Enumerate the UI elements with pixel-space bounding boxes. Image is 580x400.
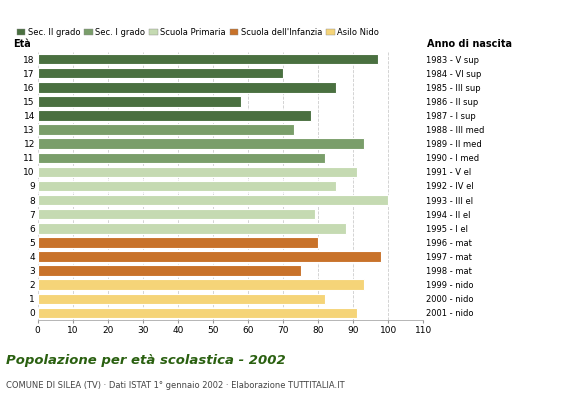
Bar (38, 294, 325, 304)
Legend: Sec. II grado, Sec. I grado, Scuola Primaria, Scuola dell'Infanzia, Asilo Nido: Sec. II grado, Sec. I grado, Scuola Prim… (17, 28, 379, 37)
Bar (38, 138, 364, 149)
Bar (38, 237, 318, 248)
Bar (38, 152, 325, 163)
Bar (38, 96, 241, 107)
Bar (38, 124, 293, 135)
Bar (38, 195, 389, 205)
Bar (38, 110, 311, 121)
Bar (38, 54, 378, 64)
Bar (38, 265, 300, 276)
Bar (38, 308, 357, 318)
Text: Età: Età (13, 39, 30, 49)
Bar (38, 251, 381, 262)
Bar (38, 209, 315, 220)
Text: Anno di nascita: Anno di nascita (427, 39, 512, 49)
Bar (38, 68, 283, 78)
Bar (38, 280, 364, 290)
Bar (38, 167, 357, 177)
Text: COMUNE DI SILEA (TV) · Dati ISTAT 1° gennaio 2002 · Elaborazione TUTTITALIA.IT: COMUNE DI SILEA (TV) · Dati ISTAT 1° gen… (6, 381, 345, 390)
Bar (38, 223, 346, 234)
Bar (38, 181, 336, 191)
Text: Popolazione per età scolastica - 2002: Popolazione per età scolastica - 2002 (6, 354, 285, 367)
Bar (38, 82, 336, 92)
